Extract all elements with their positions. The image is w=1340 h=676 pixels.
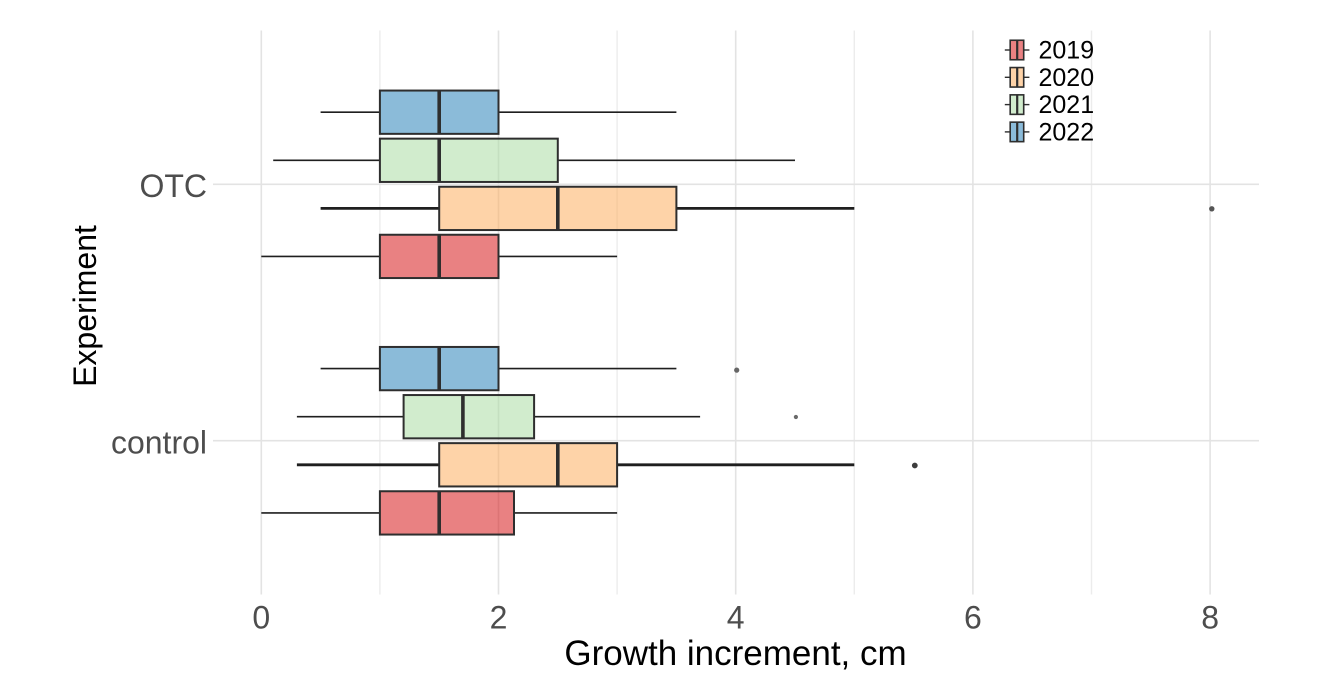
svg-text:4: 4 (727, 600, 745, 636)
svg-text:2021: 2021 (1039, 91, 1095, 119)
svg-text:control: control (111, 424, 207, 460)
svg-text:2020: 2020 (1039, 64, 1095, 92)
svg-text:2022: 2022 (1039, 118, 1095, 146)
svg-text:OTC: OTC (139, 168, 207, 204)
svg-text:8: 8 (1201, 600, 1219, 636)
svg-text:6: 6 (964, 600, 982, 636)
svg-text:2: 2 (490, 600, 508, 636)
svg-text:2019: 2019 (1039, 37, 1095, 65)
svg-text:0: 0 (252, 600, 270, 636)
svg-text:Growth increment, cm: Growth increment, cm (564, 634, 906, 673)
svg-text:Experiment: Experiment (67, 225, 103, 387)
